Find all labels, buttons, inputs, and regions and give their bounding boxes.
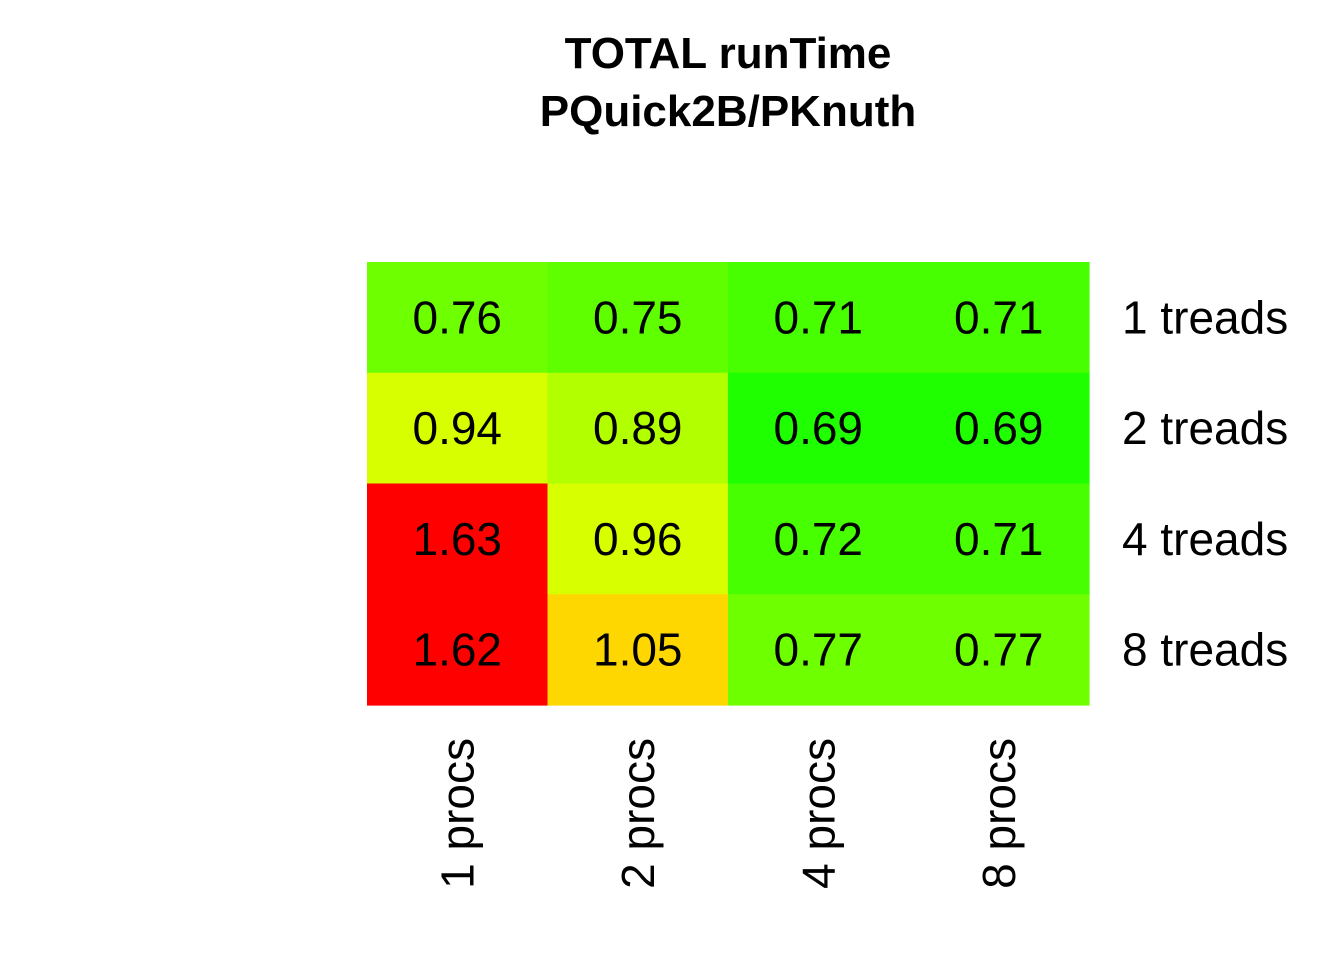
heatmap-cell xyxy=(547,372,729,485)
cell-value-label: 1.62 xyxy=(412,624,502,676)
cell-value-label: 0.89 xyxy=(593,402,683,454)
column-label: 4 procs xyxy=(792,738,844,889)
heatmap-cell xyxy=(367,483,549,595)
cell-value-label: 1.05 xyxy=(593,624,683,676)
cell-value-label: 0.69 xyxy=(773,402,863,454)
heatmap-cell xyxy=(547,262,729,374)
row-label: 8 treads xyxy=(1122,624,1288,676)
cell-value-label: 0.77 xyxy=(954,624,1044,676)
heatmap-cell xyxy=(367,262,549,374)
heatmap-cells: 0.76 0.75 0.71 0.71 0.94 0.89 0.69 0.69 1.63 0.96… xyxy=(367,262,1090,706)
column-labels: 1 procs 2 procs 4 procs 8 procs xyxy=(431,738,1025,889)
heatmap-cell xyxy=(728,483,910,595)
cell-value-label: 0.94 xyxy=(412,402,502,454)
heatmap-cell xyxy=(728,372,910,485)
cell-value-label: 0.71 xyxy=(954,513,1044,565)
heatmap-cell xyxy=(908,262,1090,374)
row-label: 4 treads xyxy=(1122,513,1288,565)
heatmap-cell xyxy=(908,483,1090,595)
cell-value-label: 0.76 xyxy=(412,291,502,343)
heatmap-cell xyxy=(728,262,910,374)
heatmap-cell xyxy=(367,594,549,706)
heatmap-cell xyxy=(908,594,1090,706)
cell-value-label: 0.71 xyxy=(773,291,863,343)
column-label: 1 procs xyxy=(431,738,483,889)
heatmap-cell xyxy=(908,372,1090,485)
chart-title-line-2: PQuick2B/PKnuth xyxy=(540,87,917,136)
row-labels: 1 treads 2 treads 4 treads 8 treads xyxy=(1122,291,1288,675)
cell-value-label: 0.75 xyxy=(593,291,683,343)
chart-title-line-1: TOTAL runTime xyxy=(565,29,892,78)
row-label: 2 treads xyxy=(1122,402,1288,454)
row-label: 1 treads xyxy=(1122,291,1288,343)
cell-value-label: 0.69 xyxy=(954,402,1044,454)
cell-value-label: 0.96 xyxy=(593,513,683,565)
heatmap-cell xyxy=(367,372,549,485)
column-label: 2 procs xyxy=(612,738,664,889)
column-label: 8 procs xyxy=(973,738,1025,889)
heatmap-cell xyxy=(728,594,910,706)
cell-value-label: 0.71 xyxy=(954,291,1044,343)
cell-value-label: 0.72 xyxy=(773,513,863,565)
cell-value-label: 0.77 xyxy=(773,624,863,676)
heatmap-cell xyxy=(547,483,729,595)
cell-value-label: 1.63 xyxy=(412,513,502,565)
heatmap-cell xyxy=(547,594,729,706)
